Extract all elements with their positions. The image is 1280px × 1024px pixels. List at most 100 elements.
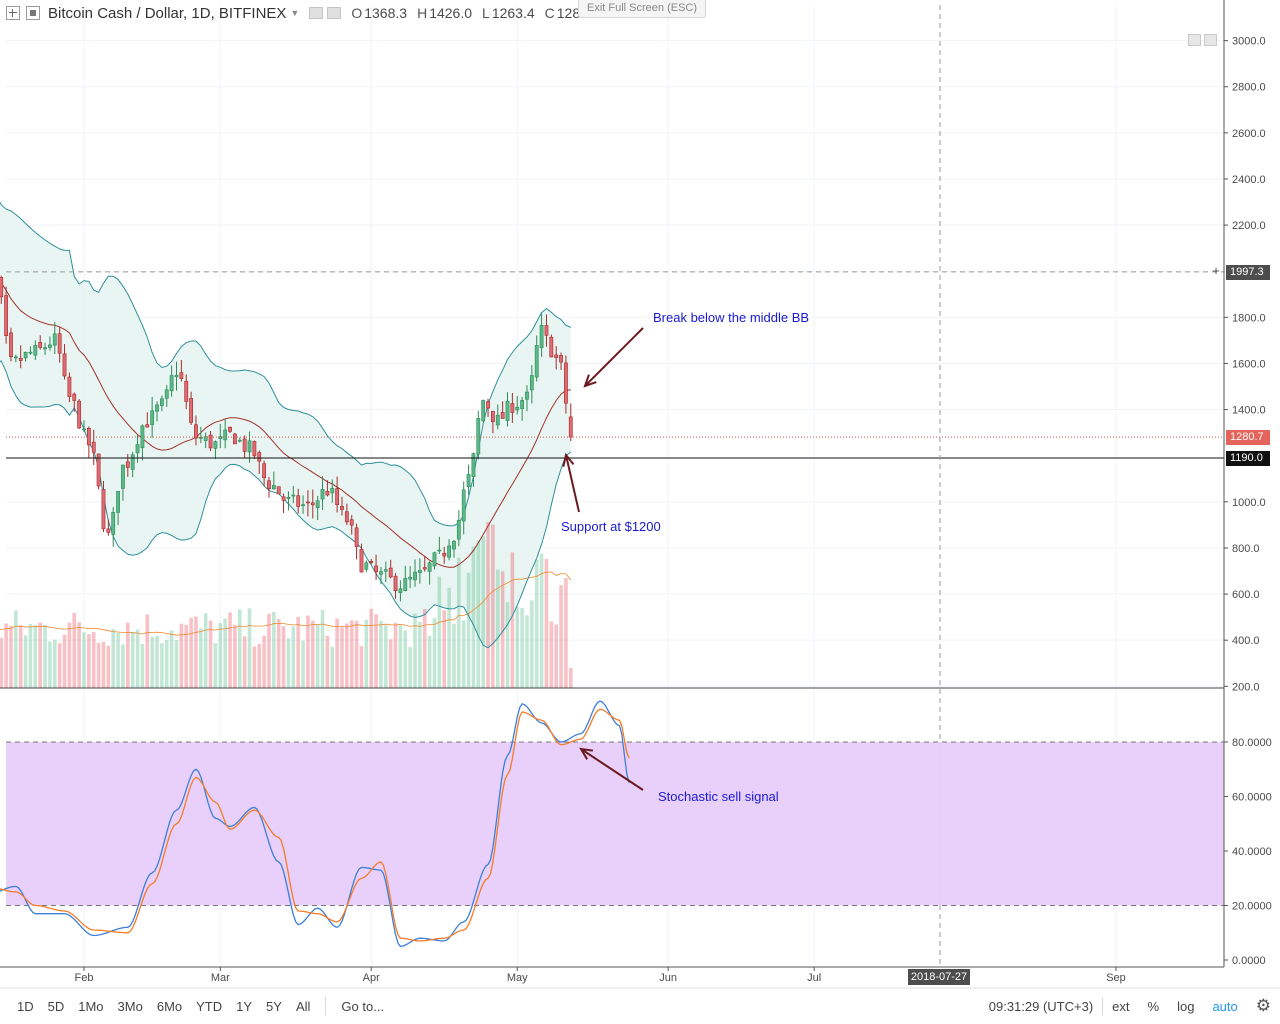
candle-body [267,480,271,489]
candle [447,539,451,561]
candle-body [77,400,82,429]
candle-body [364,562,369,570]
candle [48,336,52,351]
volume-moving-average [0,571,572,636]
candle-body [150,410,155,425]
candle-body [374,565,378,573]
volume-bar [349,620,354,688]
candle-body [28,351,33,354]
volume-bar [252,646,257,688]
candle-body [145,424,150,428]
volume-bar [335,618,339,688]
candle [130,451,135,478]
time-tick-label: Sep [1106,972,1126,984]
candle-body [564,362,568,404]
auto-toggle[interactable]: auto [1212,998,1238,1014]
candle [82,420,86,432]
candle-body [481,400,486,422]
candle [529,365,534,404]
volume-bar [199,628,203,688]
pane-up-icon[interactable] [1188,34,1201,46]
volume-bar [189,617,193,688]
candle-body [52,333,57,346]
close-icon[interactable] [327,7,342,19]
candle [18,345,23,369]
range-1mo[interactable]: 1Mo [78,998,104,1014]
candle-body [315,500,320,509]
candle [237,437,242,443]
cursor-price-tag: 1997.3 [1226,265,1270,280]
volume-bar [28,623,33,688]
candle [218,423,223,449]
candle-body [18,357,23,361]
candle [145,412,150,428]
ext-toggle[interactable]: ext [1112,998,1130,1014]
symbol-title[interactable]: Bitcoin Cash / Dollar, 1D, BITFINEX [48,4,287,22]
candle [155,401,159,422]
goto-button[interactable]: Go to... [341,998,385,1014]
chevron-down-icon[interactable]: ▼ [290,8,300,18]
candle [296,488,301,514]
price-tick-label: 800.0 [1232,543,1260,555]
percent-toggle[interactable]: % [1147,998,1160,1014]
volume-bar [418,621,422,688]
volume-bar [57,643,62,688]
volume-bar [568,668,573,688]
volume-bar [101,641,106,688]
candle-body [554,354,559,358]
volume-bar [116,632,120,688]
candle-body [174,374,179,378]
candle [549,334,554,358]
candle-body [301,504,305,506]
range-all[interactable]: All [295,998,311,1014]
high-value: 1426.0 [429,5,473,21]
range-ytd[interactable]: YTD [196,998,223,1014]
bottom-toolbar: 1D 5D 1Mo 3Mo 6Mo YTD 1Y 5Y All Go to... [0,988,1280,1024]
volume-bar [505,602,510,688]
candle-body [247,440,252,453]
volume-bar [257,643,262,688]
pane-down-icon[interactable] [1204,34,1217,46]
range-6mo[interactable]: 6Mo [156,998,183,1014]
exit-fullscreen-button[interactable]: Exit Full Screen (ESC) [578,0,706,18]
cursor-date-tag: 2018-07-27 [908,969,970,985]
crosshair-plus-icon[interactable]: + [1212,263,1220,278]
candle [43,342,47,355]
volume-bar [325,635,330,688]
volume-bar [121,644,125,688]
candle-body [106,528,111,533]
candle [510,392,515,423]
settings-icon[interactable] [309,7,324,19]
add-symbol-icon[interactable] [6,6,20,20]
candle-body [203,436,208,441]
price-tick-label: 1400.0 [1232,405,1266,417]
candle-body [437,549,442,552]
candle [476,410,481,460]
candle [57,326,62,363]
candle-body [495,414,500,426]
volume-bar [218,623,223,688]
price-tick-label: 1600.0 [1232,358,1266,370]
clock-readout[interactable]: 09:31:29 (UTC+3) [988,998,1094,1014]
candle-body [72,393,77,401]
range-1y[interactable]: 1Y [236,998,253,1014]
candle [520,396,525,421]
candle [271,471,276,490]
candle [359,543,364,573]
candle [559,352,563,370]
bollinger-upper-band [0,201,571,527]
candle [86,426,91,458]
candle-body [296,495,301,507]
hide-pane-icon[interactable] [26,6,40,20]
log-toggle[interactable]: log [1177,998,1195,1014]
candle [291,485,296,504]
gear-icon[interactable]: ⚙ [1255,996,1271,1015]
volume-bar [296,616,300,688]
candle-body [379,571,383,575]
candle [111,507,116,547]
range-3mo[interactable]: 3Mo [117,998,143,1014]
range-1d[interactable]: 1D [17,998,34,1014]
range-5d[interactable]: 5D [47,998,65,1014]
range-5y[interactable]: 5Y [266,998,282,1014]
